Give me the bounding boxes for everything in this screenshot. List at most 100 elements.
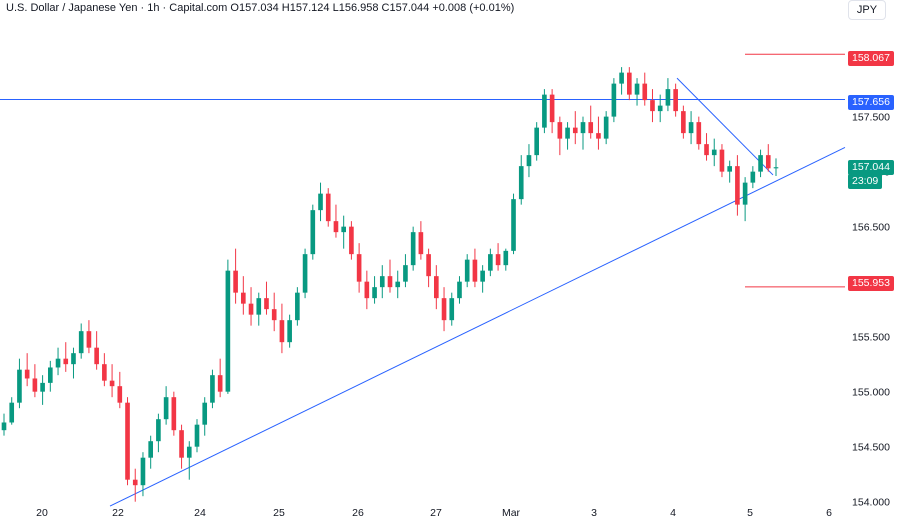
candle-body [63,358,69,365]
candle-body [24,369,30,379]
trendline-group [0,53,846,507]
candle-body [55,358,61,368]
time-tick-label: 20 [36,507,48,519]
time-tick-label: Mar [502,507,521,519]
candle-body [727,166,732,172]
price-tick-label: 155.000 [852,387,890,399]
candle-body [503,250,509,266]
candle-body [719,149,725,172]
candle-body [71,353,76,365]
time-tick-label: 25 [273,507,285,519]
candle-body [125,402,130,480]
candle-body [179,430,184,458]
candle-body [210,375,215,403]
candle-body [256,298,262,315]
candle-body [696,122,702,145]
candle-body [580,122,586,134]
candle-body [225,270,231,392]
time-tick-label: 26 [352,507,364,519]
candle-body [395,281,401,288]
candle-body [619,72,624,84]
candle-body [611,83,617,117]
candle-body [750,171,756,183]
candle-body [287,320,292,343]
high-label: H [281,2,290,14]
currency-badge[interactable]: JPY [848,0,886,20]
candle-body [410,232,416,266]
candle-body [588,122,594,134]
candle-body [526,155,532,167]
candle-body [441,298,447,321]
high-value: 157.124 [289,2,330,14]
candle-body [495,254,501,266]
candle-body [109,380,115,387]
candle-body [704,144,709,156]
time-tick-label: 6 [826,507,832,519]
candle-body [711,149,717,156]
candle-body [403,265,408,282]
candle-body [318,193,323,211]
candle-body [171,397,177,431]
candle-body [627,72,632,95]
candle-body [565,127,570,139]
candle-body [241,292,246,304]
candle-body [333,221,339,233]
price-tick-label: 157.500 [852,112,890,124]
candle-body [32,378,38,392]
candle-body [742,182,748,205]
candle-body [534,127,539,156]
candle-body [472,259,478,282]
candle-body [302,254,308,293]
symbol-header: U.S. Dollar / Japanese Yen · 1h · Capita… [6,2,514,14]
low-value: 156.958 [338,2,379,14]
candle-body [325,193,331,222]
candle-body [40,382,45,392]
candle-body [94,347,99,365]
candle-body [673,89,678,112]
candle-body [758,155,763,172]
candle-body [518,166,524,200]
candle-body [341,226,346,233]
candle-body [202,402,208,425]
change-value: +0.008 (+0.01%) [432,2,515,14]
candle-body [642,83,648,101]
candle-body [418,232,424,255]
time-tick-label: 24 [194,507,206,519]
candle-body [78,331,84,354]
candle-body [372,287,377,299]
symbol-name[interactable]: U.S. Dollar / Japanese Yen · 1h · Capita… [6,2,228,14]
open-value: 157.034 [238,2,279,14]
time-tick-label: 27 [430,507,442,519]
current-price-label: 157.044 [848,160,894,175]
close-value: 157.044 [389,2,430,14]
candle-body [765,155,771,169]
candle-body [387,276,393,288]
candle-body [464,259,470,282]
candle-body [156,419,161,442]
candle-body [657,105,663,112]
ascending-trendline [109,146,846,507]
price-tick-label: 155.500 [852,332,890,344]
candle-body [426,254,431,277]
candle-body [194,424,200,447]
candle-body [356,254,362,282]
candle-body [132,479,138,486]
candle-body [735,166,740,205]
candle-body [434,276,439,299]
time-axis[interactable]: 20 22 24 25 26 27 Mar 3 4 5 6 [36,507,832,519]
price-tick-label: 154.500 [852,442,890,454]
candle-body [572,127,578,134]
candle-body [349,226,354,255]
horizontal-line-price-label: 157.656 [848,95,894,110]
candle-body [549,94,555,123]
candle-body [557,122,563,139]
open-label: O [230,2,239,14]
candle-body [1,422,7,431]
descending-trendline [676,77,774,176]
candle-body [379,276,385,288]
candle-body [773,167,779,169]
close-label: C [381,2,390,14]
candle-body [596,133,601,139]
candle-body [603,116,609,139]
